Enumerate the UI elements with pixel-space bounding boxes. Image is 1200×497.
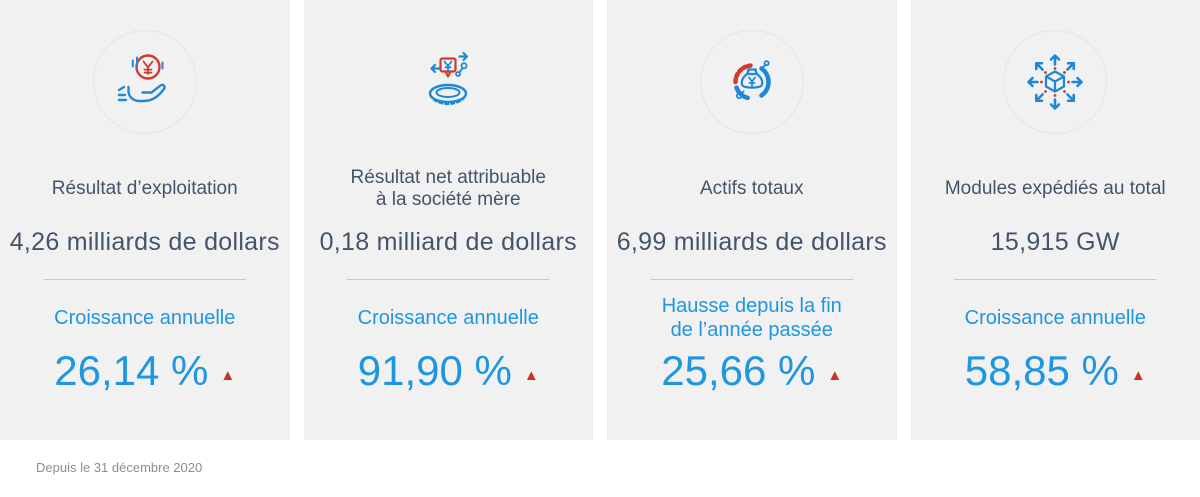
- growth-percentage: 58,85 %: [964, 347, 1119, 394]
- icon-circle: [699, 30, 804, 134]
- growth-label: Croissance annuelle: [54, 307, 236, 329]
- icon-circle: [396, 30, 500, 134]
- trend-up-icon: ▲: [523, 366, 539, 384]
- icon-area: [911, 0, 1200, 158]
- trend-up-icon: ▲: [220, 366, 236, 384]
- card-value: 0,18 milliard de dollars: [319, 228, 577, 256]
- kpi-card-operating-result: Résultat d’exploitation 4,26 milliards d…: [0, 0, 290, 440]
- divider: [650, 279, 853, 280]
- divider: [954, 279, 1157, 280]
- trend-up-icon: ▲: [827, 366, 843, 384]
- card-title: Résultat net attribuable à la société mè…: [350, 166, 546, 210]
- card-value: 15,915 GW: [990, 228, 1120, 256]
- kpi-card-net-result: Résultat net attribuable à la société mè…: [303, 0, 594, 440]
- kpi-cards: Résultat d’exploitation 4,26 milliards d…: [0, 0, 1200, 440]
- card-title: Résultat d’exploitation: [51, 177, 238, 199]
- growth-value: 25,66 % ▲: [607, 350, 897, 392]
- card-title: Actifs totaux: [700, 177, 804, 199]
- footnote: Depuis le 31 décembre 2020: [36, 460, 203, 475]
- growth-value: 91,90 % ▲: [304, 350, 594, 392]
- icon-area: [304, 0, 594, 158]
- box-distribution-icon: [1027, 54, 1084, 110]
- icon-area: [0, 0, 290, 158]
- card-value: 4,26 milliards de dollars: [9, 228, 280, 256]
- kpi-card-modules-shipped: Modules expédiés au total 15,915 GW Croi…: [910, 0, 1200, 440]
- coin-in-hand-icon: [117, 54, 166, 103]
- divider: [347, 279, 550, 280]
- growth-percentage: 25,66 %: [661, 347, 816, 394]
- divider: [43, 279, 246, 280]
- card-value: 6,99 milliards de dollars: [616, 228, 887, 256]
- trend-up-icon: ▲: [1130, 366, 1146, 384]
- card-title: Modules expédiés au total: [944, 177, 1166, 199]
- growth-value: 58,85 % ▲: [911, 350, 1200, 392]
- kpi-card-total-assets: Actifs totaux 6,99 milliards de dollars …: [607, 0, 897, 440]
- growth-label: Hausse depuis la fin de l’année passée: [661, 295, 842, 341]
- assets-donut-icon: [733, 60, 771, 101]
- growth-label: Croissance annuelle: [357, 307, 539, 329]
- icon-circle: [1003, 30, 1108, 134]
- growth-value: 26,14 % ▲: [0, 350, 290, 392]
- growth-percentage: 26,14 %: [54, 347, 209, 394]
- growth-label: Croissance annuelle: [964, 307, 1146, 329]
- icon-area: [607, 0, 897, 158]
- coin-message-icon: [429, 51, 469, 106]
- growth-percentage: 91,90 %: [357, 347, 512, 394]
- icon-circle: [92, 30, 197, 134]
